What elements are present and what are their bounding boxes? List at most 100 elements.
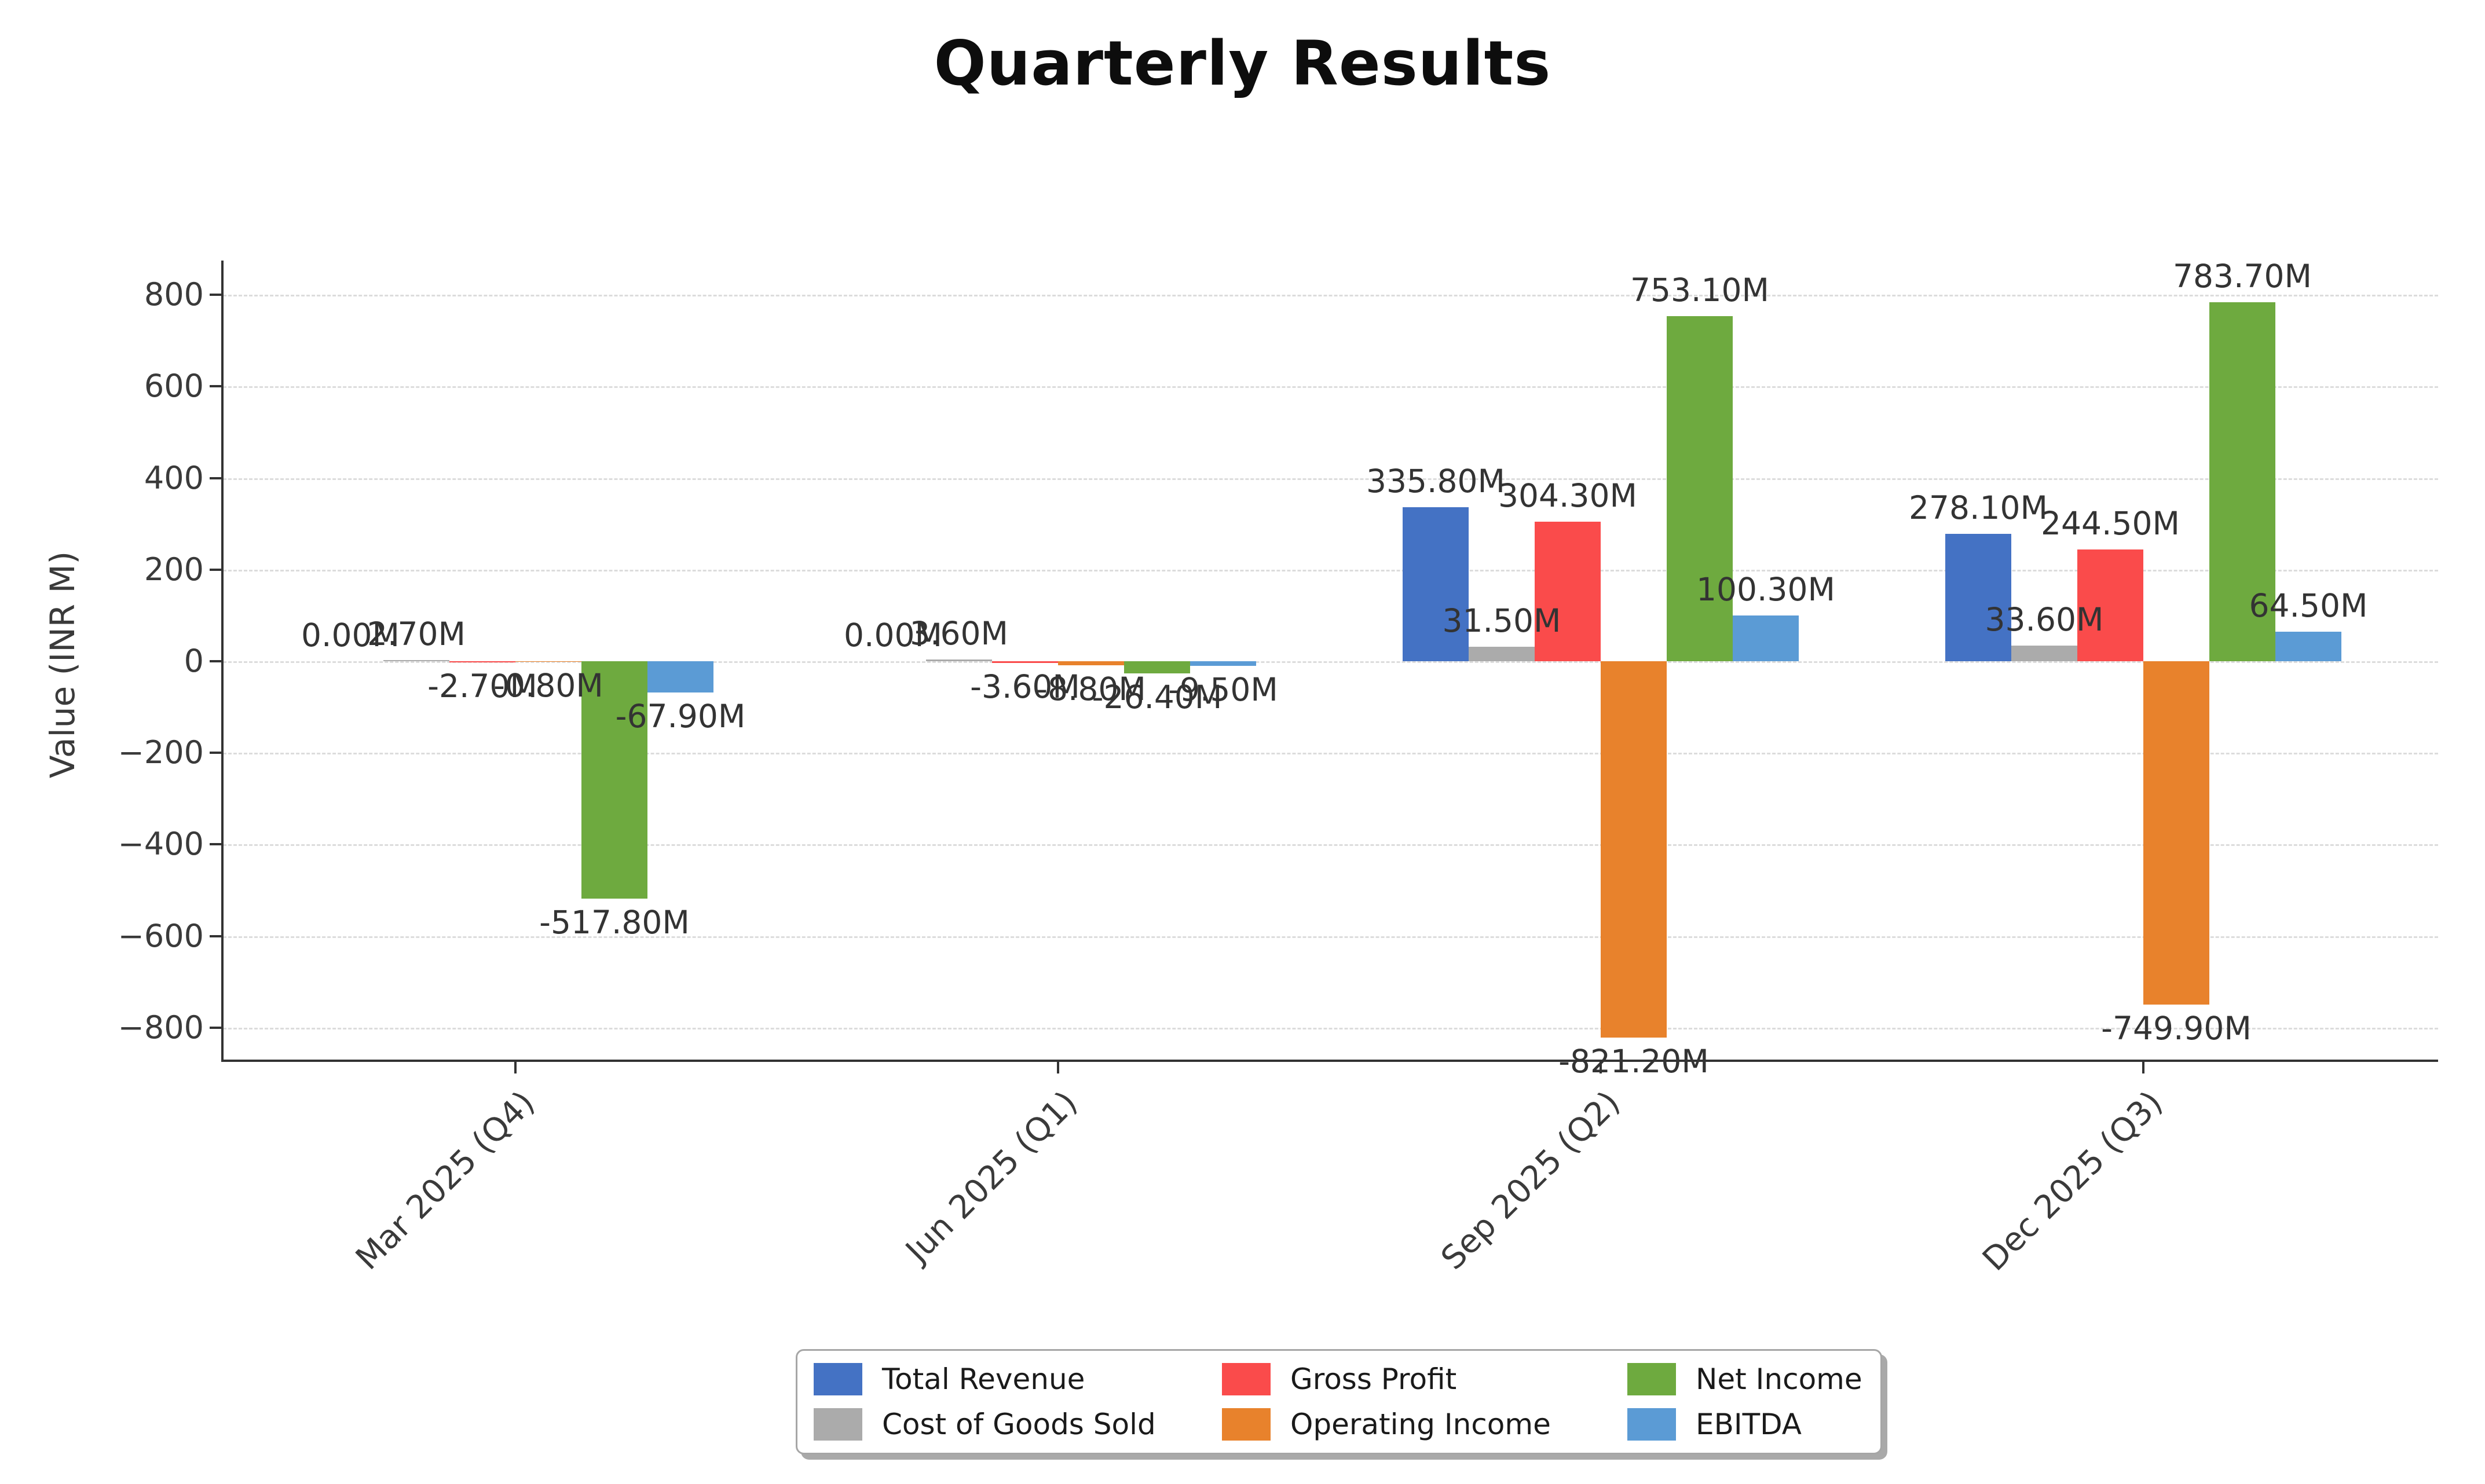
bar <box>515 661 581 662</box>
legend-swatch <box>814 1408 862 1441</box>
grid-line <box>223 569 2438 571</box>
x-tick-mark <box>2142 1062 2144 1073</box>
bar <box>926 659 992 661</box>
grid-line <box>223 295 2438 297</box>
bar-value-label: -8.80M <box>1036 670 1146 708</box>
legend-label: Operating Income <box>1290 1408 1551 1441</box>
bar-value-label: 3.60M <box>910 615 1008 653</box>
x-tick-mark <box>514 1062 517 1073</box>
y-tick-label: 400 <box>144 459 204 496</box>
y-tick-mark <box>210 477 221 479</box>
y-tick-mark <box>210 935 221 937</box>
bar <box>647 661 713 692</box>
bar <box>1667 316 1733 661</box>
legend-swatch <box>1222 1363 1271 1395</box>
x-tick-label: Mar 2025 (Q4) <box>349 1084 542 1277</box>
y-axis-spine <box>221 261 224 1062</box>
bar <box>2077 549 2143 661</box>
bar-value-label: 335.80M <box>1366 463 1505 500</box>
y-tick-mark <box>210 568 221 571</box>
bar-value-label: -26.40M <box>1092 678 1223 716</box>
x-tick-label: Jun 2025 (Q1) <box>898 1084 1085 1270</box>
bar-value-label: -2.70M <box>427 668 537 705</box>
legend-item: Cost of Goods Sold <box>814 1408 1222 1441</box>
y-tick-mark <box>210 752 221 754</box>
bar-value-label: -67.90M <box>615 697 746 735</box>
bar <box>1601 661 1667 1038</box>
grid-line <box>223 844 2438 847</box>
y-tick-label: 800 <box>144 276 204 313</box>
y-tick-label: 0 <box>184 643 204 679</box>
grid-line <box>223 478 2438 480</box>
y-tick-label: −200 <box>118 734 204 771</box>
y-tick-label: 200 <box>144 551 204 588</box>
y-tick-label: 600 <box>144 368 204 405</box>
x-axis-spine <box>221 1060 2438 1062</box>
x-tick-mark <box>1057 1062 1059 1073</box>
grid-line <box>223 1027 2438 1029</box>
bar <box>383 659 449 661</box>
legend-swatch <box>1627 1363 1676 1395</box>
bar-value-label: 33.60M <box>1985 601 2104 639</box>
bar-value-label: 31.50M <box>1442 602 1561 640</box>
grid-line <box>223 936 2438 938</box>
bar-value-label: 64.50M <box>2249 587 2368 624</box>
legend-swatch <box>1222 1408 1271 1441</box>
bar <box>992 661 1058 663</box>
y-tick-label: −800 <box>118 1009 204 1046</box>
y-tick-mark <box>210 294 221 296</box>
bar-value-label: -3.60M <box>970 668 1080 705</box>
bar-value-label: 278.10M <box>1909 489 2048 527</box>
bar-value-label: 783.70M <box>2173 258 2312 295</box>
bar <box>1190 661 1256 666</box>
legend-item: Gross Profit <box>1222 1362 1627 1396</box>
legend-item: Operating Income <box>1222 1408 1627 1441</box>
bar <box>1469 647 1535 661</box>
x-tick-mark <box>1600 1062 1602 1073</box>
y-tick-mark <box>210 660 221 662</box>
bar-value-label: -9.50M <box>1168 670 1278 708</box>
bar <box>2011 646 2077 661</box>
plot-area <box>223 261 2438 1060</box>
y-tick-mark <box>210 1026 221 1029</box>
x-tick-label: Dec 2025 (Q3) <box>1975 1084 2170 1278</box>
bar <box>1535 522 1601 661</box>
legend-label: Gross Profit <box>1290 1362 1457 1396</box>
bar <box>2143 661 2209 1005</box>
legend-item: EBITDA <box>1627 1408 1869 1441</box>
legend-label: Total Revenue <box>882 1362 1085 1396</box>
bar-value-label: -517.80M <box>539 903 690 941</box>
legend-label: Cost of Goods Sold <box>882 1408 1156 1441</box>
bar <box>581 661 647 899</box>
bar-value-label: 0.00M <box>301 617 400 654</box>
bar <box>449 661 515 663</box>
bar <box>2209 302 2275 661</box>
bar-value-label: 244.50M <box>2041 504 2180 542</box>
bar-value-label: -821.20M <box>1558 1042 1709 1080</box>
bar <box>2275 631 2341 661</box>
legend-item: Total Revenue <box>814 1362 1222 1396</box>
y-tick-mark <box>210 385 221 388</box>
bar-value-label: -749.90M <box>2101 1010 2252 1047</box>
legend-label: Net Income <box>1696 1362 1862 1396</box>
legend-label: EBITDA <box>1696 1408 1802 1441</box>
bar <box>1058 661 1124 665</box>
bar <box>1124 661 1190 673</box>
grid-line <box>223 661 2438 663</box>
bar <box>1403 507 1469 661</box>
legend: Total Revenue Gross Profit Net Income Cost … <box>796 1349 1882 1454</box>
chart-title: Quarterly Results <box>934 28 1551 99</box>
bar-value-label: 753.10M <box>1630 272 1769 309</box>
bar-value-label: 2.70M <box>367 615 466 653</box>
grid-line <box>223 386 2438 389</box>
bar <box>1945 534 2011 661</box>
bar-value-label: 0.00M <box>844 617 942 654</box>
bar-value-label: 304.30M <box>1498 477 1637 515</box>
y-tick-mark <box>210 843 221 846</box>
x-tick-label: Sep 2025 (Q2) <box>1434 1084 1627 1277</box>
legend-item: Net Income <box>1627 1362 1869 1396</box>
y-tick-label: −400 <box>118 826 204 863</box>
bar-value-label: -0.80M <box>493 666 603 704</box>
y-tick-label: −600 <box>118 917 204 954</box>
